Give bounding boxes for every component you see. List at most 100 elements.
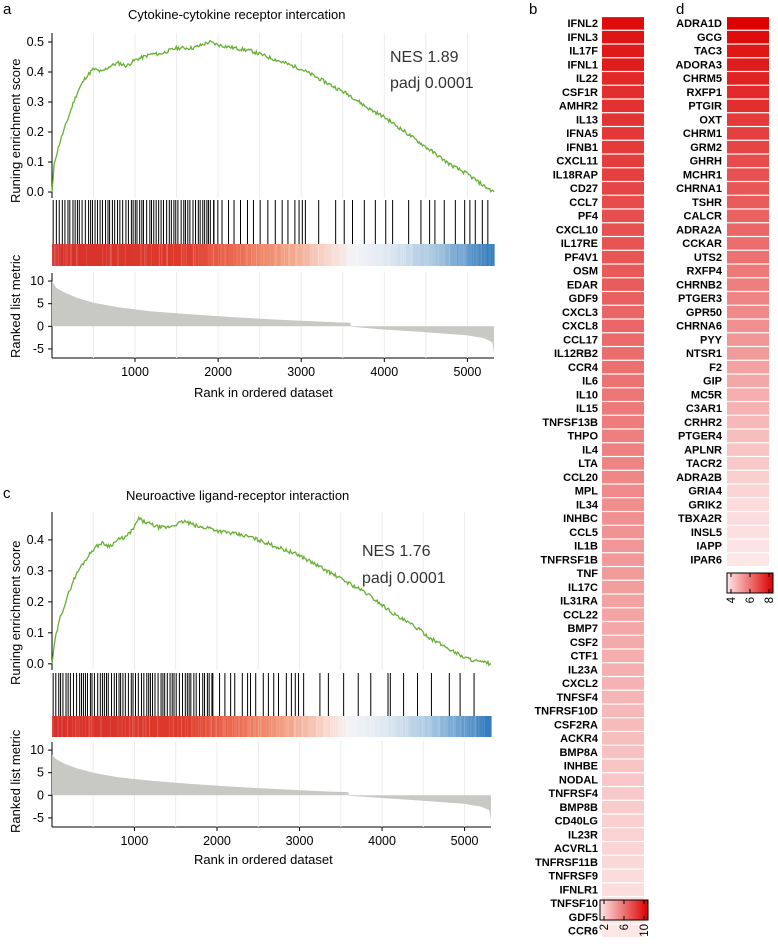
heatmap-cell <box>602 457 644 470</box>
color-band-segment <box>236 244 245 266</box>
color-band-segment <box>205 716 214 737</box>
color-band-segment <box>66 716 75 737</box>
heatmap-cell <box>727 44 769 58</box>
gene-label: CHRNB2 <box>676 279 722 291</box>
heatmap-cell <box>602 745 644 759</box>
heatmap-cell <box>602 635 644 649</box>
heatmap-cell <box>602 553 644 566</box>
color-band-segment <box>52 244 60 266</box>
gene-label: CSF1R <box>562 87 598 99</box>
heatmap-cell <box>727 58 769 71</box>
y-tick-label: 10 <box>30 743 44 757</box>
x-axis-label: Rank in ordered dataset <box>194 385 333 400</box>
heatmap-cell <box>727 85 769 99</box>
gene-label: CCL22 <box>563 609 598 621</box>
color-band-segment <box>81 716 90 737</box>
color-band-segment <box>486 244 495 266</box>
color-band-segment <box>265 244 274 266</box>
color-band-segment <box>125 716 134 737</box>
gene-label: GIP <box>703 376 722 388</box>
heatmap-cell <box>727 223 769 236</box>
gene-label: CD27 <box>570 183 598 195</box>
heatmap-cell <box>727 237 769 250</box>
color-band-segment <box>388 716 397 737</box>
y-tick-label: 0.3 <box>27 564 44 578</box>
color-band-segment <box>295 244 304 266</box>
color-band-segment <box>118 244 127 266</box>
rank-color-band <box>52 716 492 737</box>
heatmap-cell <box>602 85 644 99</box>
heatmap-cell <box>602 127 644 140</box>
heatmap-cell <box>602 828 644 841</box>
y-tick-label: 5 <box>37 766 44 780</box>
gene-label: BMP7 <box>567 623 598 635</box>
color-band-segment <box>147 716 156 737</box>
y-tick-label: 0 <box>37 319 44 333</box>
gene-label: CSF2 <box>570 637 598 649</box>
color-band-segment <box>132 716 141 737</box>
color-band-segment <box>417 716 426 737</box>
heatmap-cell <box>727 17 769 30</box>
gene-label: LTA <box>578 458 598 470</box>
heatmap-cell <box>727 140 769 154</box>
heatmap-cell <box>727 209 769 223</box>
gene-label: IFNL3 <box>567 32 598 44</box>
gene-label: CSF2RA <box>554 719 598 731</box>
heatmap-cell <box>727 278 769 291</box>
gene-label: BMP8A <box>559 747 598 759</box>
heatmap-cell <box>602 168 644 181</box>
panel-c-title: Neuroactive ligand-receptor interaction <box>126 488 349 503</box>
color-band-segment <box>243 244 252 266</box>
color-band-segment <box>308 716 316 737</box>
gene-label: ADRA2A <box>676 224 722 236</box>
heatmap-cell <box>602 113 644 126</box>
heatmap-cell <box>602 525 644 539</box>
gene-label: MPL <box>575 486 599 498</box>
rank-y-axis-label: Ranked list metric <box>8 729 23 833</box>
heatmap-cell <box>602 154 644 168</box>
color-band-segment <box>442 244 451 266</box>
heatmap-cell <box>602 429 644 443</box>
color-band-segment <box>479 244 488 266</box>
color-band-segment <box>199 244 208 266</box>
y-tick-label: 0.3 <box>27 95 44 109</box>
color-band-segment <box>264 716 273 737</box>
gene-label: CCR6 <box>568 926 598 938</box>
heatmap-cell <box>602 443 644 456</box>
es-y-axis-label: Runing enrichment score <box>8 540 23 685</box>
heatmap-cell <box>602 608 644 621</box>
color-band-segment <box>287 244 296 266</box>
gene-label: IL13 <box>576 114 598 126</box>
color-band-segment <box>293 716 302 737</box>
gene-label: CTF1 <box>571 651 599 663</box>
heatmap-cell <box>602 924 644 938</box>
color-band-segment <box>81 244 90 266</box>
color-band-segment <box>221 244 230 266</box>
color-band-segment <box>405 244 414 266</box>
gene-label: PF4V1 <box>564 252 598 264</box>
color-band-segment <box>300 716 309 737</box>
heatmap-cell <box>602 773 644 786</box>
heatmap-cell <box>602 580 644 594</box>
heatmap-cell <box>727 347 769 360</box>
gene-label: ADORA3 <box>676 59 722 71</box>
heatmap-cell <box>602 704 644 718</box>
heatmap-cell <box>602 30 644 44</box>
color-band-segment <box>454 716 463 737</box>
heatmap-cell <box>602 374 644 388</box>
color-band-segment <box>214 244 223 266</box>
color-band-segment <box>103 716 112 737</box>
heatmap-cell <box>727 388 769 401</box>
es-y-ticks: 0.0 0.1 0.2 0.3 0.4 <box>27 533 52 671</box>
color-band-segment <box>410 716 419 737</box>
gene-label: IFNL2 <box>567 18 598 30</box>
y-tick-label: -5 <box>33 342 44 356</box>
gene-label: CCL17 <box>563 334 598 346</box>
gene-label: INHBE <box>564 761 598 773</box>
gene-label: IL4 <box>582 444 599 456</box>
y-tick-label: 0.4 <box>27 533 44 547</box>
rank-y-ticks: 10 5 0 -5 <box>30 743 52 825</box>
legend-tick-label: 10 <box>639 924 651 937</box>
gene-label: IFNA5 <box>566 128 598 140</box>
